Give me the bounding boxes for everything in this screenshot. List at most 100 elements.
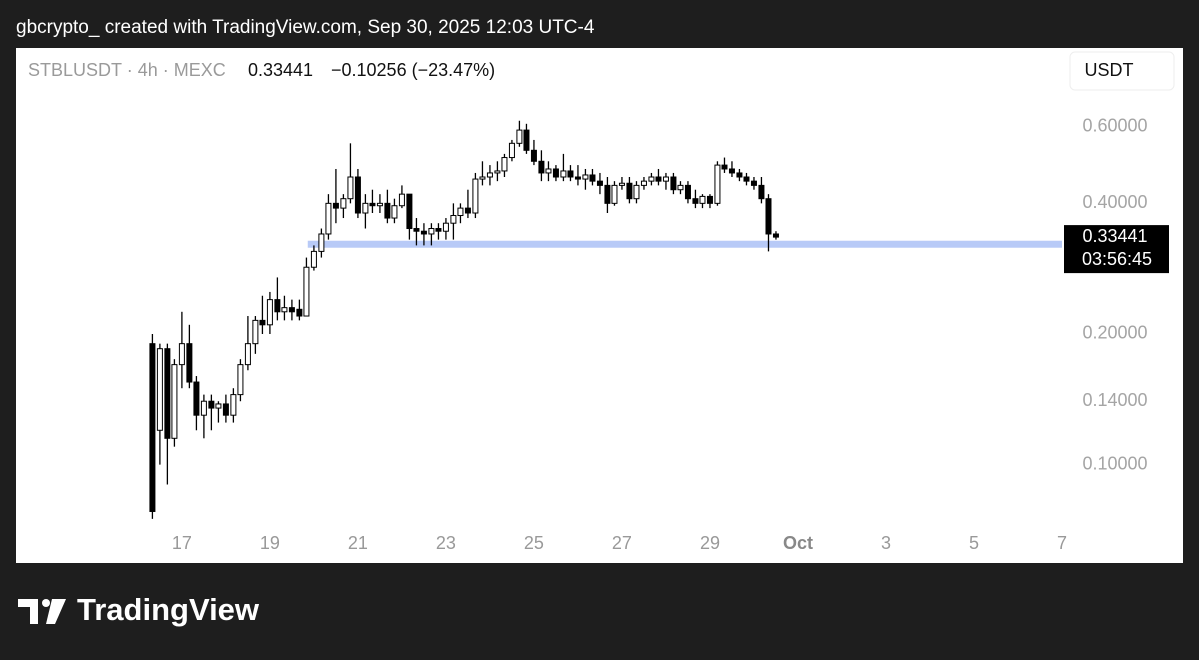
candle-body xyxy=(479,176,486,180)
candle-body xyxy=(222,403,229,416)
candle-body xyxy=(604,184,611,204)
header: gbcrypto_ created with TradingView.com, … xyxy=(16,17,595,38)
candle-body xyxy=(384,202,391,219)
candle-body xyxy=(501,157,508,172)
candle-body xyxy=(237,364,244,396)
candle-body xyxy=(574,176,581,180)
candle-body xyxy=(758,184,765,200)
candle-body xyxy=(728,168,735,174)
candle-body xyxy=(391,205,398,219)
candle-body xyxy=(736,172,743,178)
candle-body xyxy=(164,348,171,439)
candle-body xyxy=(618,182,625,186)
candle-body xyxy=(200,400,207,416)
candle-body xyxy=(230,394,237,416)
x-tick-label: Oct xyxy=(783,533,813,553)
candle-body xyxy=(486,172,493,178)
candle-body xyxy=(648,176,655,182)
candle-body xyxy=(274,299,281,313)
candle-body xyxy=(288,307,295,313)
y-tick-label: 0.40000 xyxy=(1082,192,1147,212)
candle-body xyxy=(670,176,677,191)
chart-panel xyxy=(16,48,1183,563)
candle-body xyxy=(516,129,523,144)
candle-body xyxy=(266,299,273,326)
x-tick-label: 17 xyxy=(172,533,192,553)
candle-body xyxy=(376,202,383,207)
last-price: 0.33441 xyxy=(248,60,313,80)
candle-body xyxy=(156,348,163,431)
candle-body xyxy=(303,266,310,317)
candle-body xyxy=(706,195,713,204)
candle-body xyxy=(259,319,266,326)
candle-body xyxy=(369,202,376,207)
x-tick-label: 21 xyxy=(348,533,368,553)
candle-body xyxy=(354,176,361,214)
candle-body xyxy=(582,174,589,180)
candle-body xyxy=(721,164,728,170)
candle-body xyxy=(765,198,772,235)
plot: 0.60000 0.40000 0.20000 0.14000 0.10000 17 19 2… xyxy=(149,116,1169,553)
candle-body xyxy=(318,233,325,252)
candle-body xyxy=(340,198,347,209)
x-tick-label: 7 xyxy=(1057,533,1067,553)
y-tick-label: 0.60000 xyxy=(1082,116,1147,136)
x-tick-label: 23 xyxy=(436,533,456,553)
candle-body xyxy=(178,343,185,366)
candle-body xyxy=(743,176,750,182)
candle-body xyxy=(215,403,222,409)
candle-body xyxy=(523,129,530,151)
candle-body xyxy=(596,180,603,186)
candle-body xyxy=(406,193,413,230)
candle-body xyxy=(325,202,332,235)
x-tick-label: 25 xyxy=(524,533,544,553)
candle-body xyxy=(435,228,442,232)
candle-body xyxy=(684,184,691,200)
candle-body xyxy=(296,308,303,317)
candle-body xyxy=(640,180,647,186)
candle-body xyxy=(530,149,537,162)
countdown: 03:56:45 xyxy=(1082,249,1152,269)
candle-body xyxy=(428,228,435,235)
candle-body xyxy=(655,176,662,182)
candle-body xyxy=(699,195,706,204)
brand-logo xyxy=(18,599,66,624)
candle-body xyxy=(560,170,567,178)
currency: USDT xyxy=(1085,60,1134,80)
y-tick-label: 0.10000 xyxy=(1082,453,1147,473)
candle-body xyxy=(545,168,552,174)
brand: TradingView xyxy=(77,592,260,627)
candle-body xyxy=(208,400,215,409)
candle-body xyxy=(567,170,574,178)
candle-body xyxy=(662,176,669,182)
candle-body xyxy=(494,170,501,174)
candle-body xyxy=(626,182,633,200)
candle-body xyxy=(472,178,479,214)
y-tick-label: 0.14000 xyxy=(1082,390,1147,410)
price-label: 0.33441 xyxy=(1082,226,1147,246)
candle-body xyxy=(464,207,471,214)
currency-box[interactable] xyxy=(1069,51,1175,91)
candle-body xyxy=(611,184,618,204)
x-tick-label: 29 xyxy=(700,533,720,553)
candle-body xyxy=(508,142,515,159)
candle-body xyxy=(772,233,779,238)
candle-body xyxy=(552,168,559,178)
candle-body xyxy=(398,193,405,207)
level-line xyxy=(307,240,1062,248)
candle-body xyxy=(692,198,699,204)
candle-body xyxy=(193,381,200,416)
candle-body xyxy=(413,228,420,232)
candle-body xyxy=(589,174,596,182)
candle-body xyxy=(149,343,156,512)
candle-body xyxy=(633,184,640,200)
candle-body xyxy=(252,319,259,345)
candle-body xyxy=(244,343,251,366)
symbol: STBLUSDT · 4h · MEXC xyxy=(28,60,226,80)
y-tick-label: 0.20000 xyxy=(1082,323,1147,343)
x-tick-label: 19 xyxy=(260,533,280,553)
candle-body xyxy=(750,180,757,186)
candle-body xyxy=(310,250,317,268)
candle-body xyxy=(347,176,354,200)
